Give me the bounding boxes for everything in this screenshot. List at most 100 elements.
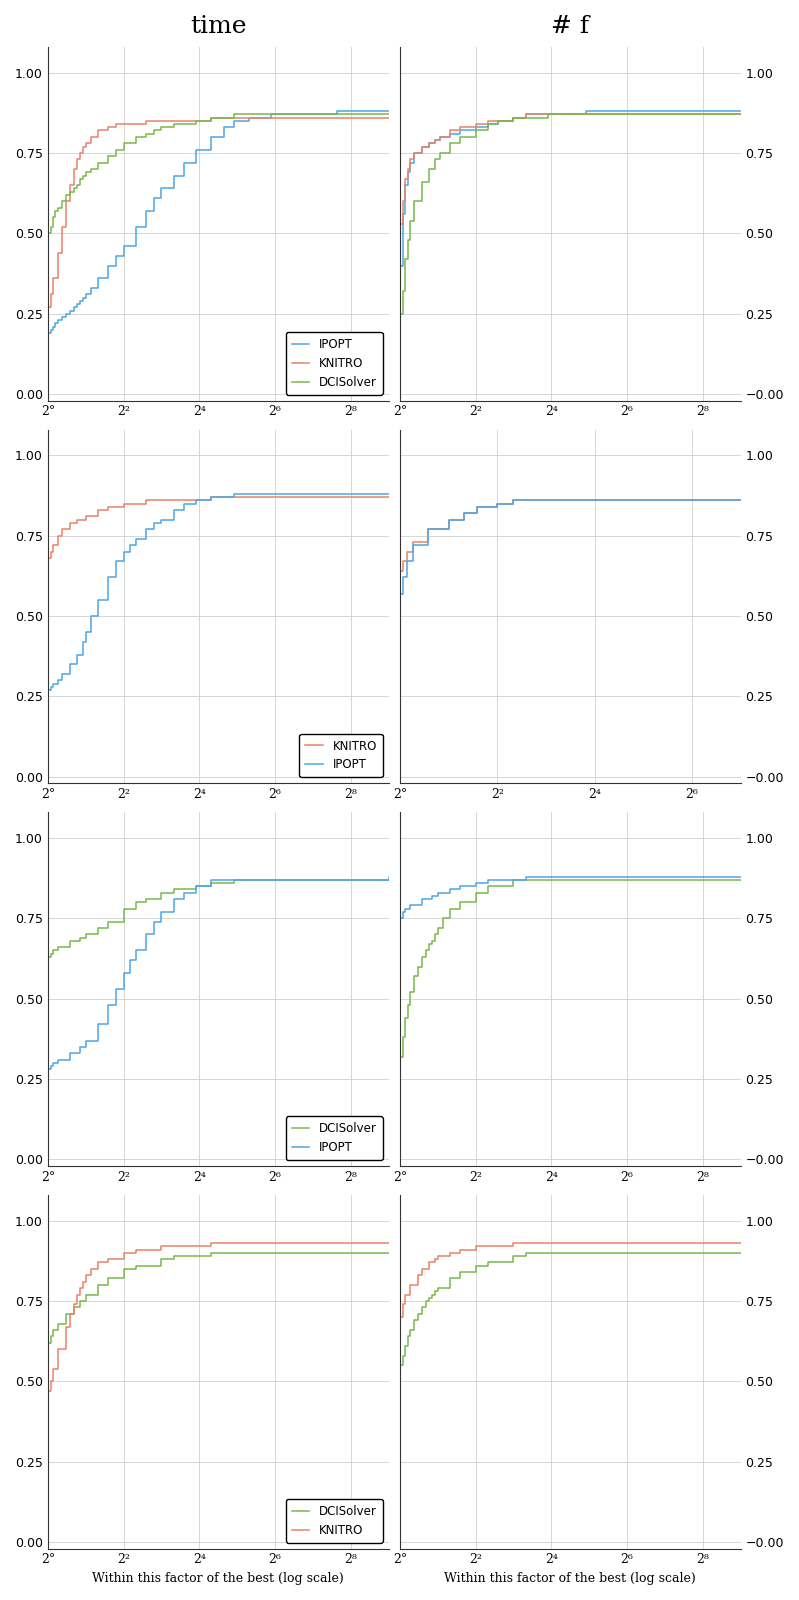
KNITRO [405,1275,415,1294]
Line: KNITRO: KNITRO [48,118,388,307]
IPOPT [384,867,393,886]
DCISolver [62,186,71,205]
KNITRO [417,138,427,157]
KNITRO [78,138,88,157]
Line: IPOPT: IPOPT [400,877,741,918]
IPOPT [81,622,90,642]
DCISolver [103,912,113,931]
IPOPT [399,568,408,587]
Line: DCISolver: DCISolver [400,1253,741,1365]
DCISolver [229,870,238,890]
Line: KNITRO: KNITRO [48,1243,388,1390]
KNITRO [398,1294,407,1314]
DCISolver [424,1288,434,1307]
DCISolver [483,1253,493,1272]
DCISolver [103,1269,113,1288]
KNITRO [46,1371,55,1390]
IPOPT [179,883,189,902]
KNITRO [46,285,55,304]
X-axis label: Within this factor of the best (log scale): Within this factor of the best (log scal… [444,1571,696,1586]
IPOPT [169,501,178,520]
IPOPT [81,1030,90,1050]
IPOPT [736,101,745,120]
DCISolver [149,122,159,141]
IPOPT [149,514,159,533]
KNITRO [403,160,412,179]
KNITRO [433,1246,443,1266]
KNITRO [46,542,55,562]
KNITRO [69,1294,78,1314]
IPOPT [131,530,141,549]
KNITRO [395,1307,404,1326]
DCISolver [295,106,304,125]
IPOPT [508,491,518,510]
IPOPT [103,256,113,275]
DCISolver [736,106,745,125]
IPOPT [521,491,531,510]
IPOPT [332,101,342,120]
IPOPT [207,488,217,507]
IPOPT [179,494,189,514]
DCISolver [424,160,434,179]
IPOPT [141,202,150,221]
IPOPT [433,883,443,902]
Line: KNITRO: KNITRO [400,1243,741,1317]
KNITRO [72,510,81,530]
Legend: DCISolver, IPOPT: DCISolver, IPOPT [286,1117,383,1160]
KNITRO [86,128,96,147]
IPOPT [69,298,78,317]
IPOPT [149,189,159,208]
DCISolver [207,1243,217,1262]
IPOPT [483,870,493,890]
DCISolver [413,957,423,976]
IPOPT [493,112,503,131]
KNITRO [229,488,238,507]
KNITRO [81,1266,90,1285]
KNITRO [398,192,407,211]
IPOPT [395,256,404,275]
IPOPT [492,494,502,514]
IPOPT [736,867,745,886]
IPOPT [509,870,519,890]
IPOPT [141,520,150,539]
DCISolver [395,304,404,323]
Line: DCISolver: DCISolver [48,1253,388,1342]
IPOPT [430,131,439,150]
IPOPT [581,101,590,120]
DCISolver [543,106,553,125]
IPOPT [112,246,121,266]
IPOPT [72,294,81,314]
KNITRO [736,1234,745,1253]
DCISolver [191,877,201,896]
DCISolver [471,883,480,902]
KNITRO [131,494,141,514]
KNITRO [119,1243,129,1262]
DCISolver [493,112,503,131]
IPOPT [445,880,455,899]
DCISolver [417,1298,427,1317]
IPOPT [169,890,178,909]
KNITRO [72,1285,81,1304]
Line: IPOPT: IPOPT [400,110,741,266]
IPOPT [400,176,410,195]
KNITRO [81,507,90,526]
DCISolver [445,1269,455,1288]
KNITRO [521,106,531,125]
DCISolver [433,918,443,938]
DCISolver [430,925,439,944]
KNITRO [66,514,75,533]
IPOPT [157,902,166,922]
IPOPT [405,154,415,173]
DCISolver [483,877,493,896]
KNITRO [405,150,415,170]
KNITRO [395,214,404,234]
DCISolver [471,122,480,141]
IPOPT [43,680,53,699]
IPOPT [229,112,238,131]
DCISolver [405,211,415,230]
Line: KNITRO: KNITRO [48,498,388,558]
IPOPT [62,304,71,323]
Title: time: time [190,14,246,38]
IPOPT [78,632,88,651]
Line: IPOPT: IPOPT [48,110,388,333]
